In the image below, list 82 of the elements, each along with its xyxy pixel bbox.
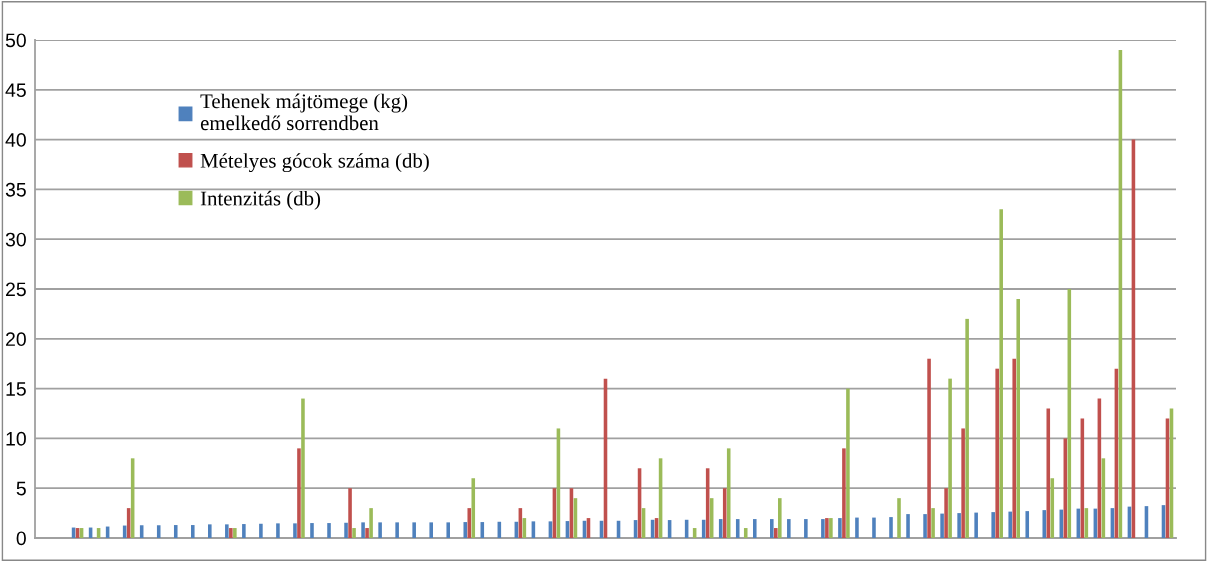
y-tick-label: 0: [16, 531, 26, 546]
y-tick-label: 45: [5, 83, 26, 98]
bar: [369, 508, 373, 538]
bar: [846, 388, 850, 538]
y-tick-label: 10: [6, 431, 26, 446]
bar: [467, 508, 472, 538]
y-tick-label: 25: [6, 282, 26, 297]
bar: [735, 519, 740, 538]
bar: [787, 519, 791, 538]
bar: [242, 524, 246, 538]
bar: [233, 528, 237, 538]
legend-label: Mételyes gócok száma (db): [200, 153, 429, 173]
bar: [1016, 298, 1021, 538]
bar: [327, 523, 331, 538]
bar: [429, 522, 433, 538]
bar: [225, 524, 229, 538]
bar: [412, 522, 416, 538]
bar: [923, 514, 927, 538]
y-tick-label: 5: [16, 481, 26, 496]
bar: [995, 368, 999, 538]
bar: [940, 513, 944, 538]
bar: [310, 523, 314, 538]
y-tick-label: 15: [6, 382, 26, 396]
bar: [838, 518, 842, 538]
bar: [1046, 408, 1051, 538]
bar: [156, 525, 161, 538]
bar: [378, 522, 382, 538]
bar: [471, 478, 476, 538]
bar: [778, 498, 782, 538]
bar: [229, 528, 233, 538]
bar: [931, 508, 935, 538]
bar: [293, 523, 297, 538]
bar: [829, 518, 833, 538]
bar: [352, 528, 356, 538]
bar: [965, 318, 969, 538]
bar: [974, 512, 978, 538]
bar: [276, 523, 280, 538]
bar: [301, 398, 305, 538]
legend-label: Tehenek májtömege (kg) emelkedő sorrendben: [200, 93, 408, 131]
bar: [774, 528, 778, 538]
bar: [906, 514, 910, 538]
bar: [395, 522, 399, 538]
bar: [743, 528, 748, 538]
bar: [463, 522, 468, 538]
bar: [855, 517, 859, 538]
bar: [897, 498, 901, 538]
bar: [1025, 511, 1030, 538]
bar: [344, 522, 348, 538]
bar: [948, 378, 952, 538]
bar: [752, 519, 757, 538]
bar: [804, 519, 808, 538]
bar: [944, 488, 948, 538]
y-tick-label: 40: [5, 133, 26, 147]
legend-label: Intenzitás (db): [200, 190, 321, 210]
bar: [889, 517, 893, 538]
bar: [190, 525, 195, 538]
bar: [961, 428, 965, 538]
bar: [991, 512, 995, 538]
bar: [361, 522, 365, 538]
bar: [259, 523, 263, 538]
bar: [348, 488, 352, 538]
bar: [208, 524, 212, 538]
bar: [872, 517, 876, 538]
bar: [957, 513, 961, 538]
bar: [999, 209, 1003, 538]
bar: [365, 528, 369, 538]
bar: [770, 519, 774, 538]
y-tick-label: 30: [5, 232, 26, 247]
bar: [927, 358, 931, 538]
bar: [1008, 511, 1012, 538]
y-tick-label: 35: [5, 182, 26, 197]
bar: [825, 518, 829, 538]
bar: [173, 525, 178, 538]
y-tick-label: 20: [6, 332, 26, 347]
y-tick-label: 50: [5, 33, 26, 48]
bar: [446, 522, 451, 538]
bar: [821, 519, 825, 538]
bar: [842, 448, 846, 538]
bar: [1012, 358, 1016, 538]
bar: [1042, 510, 1047, 538]
bar: [1050, 478, 1055, 538]
bar: [297, 448, 301, 538]
